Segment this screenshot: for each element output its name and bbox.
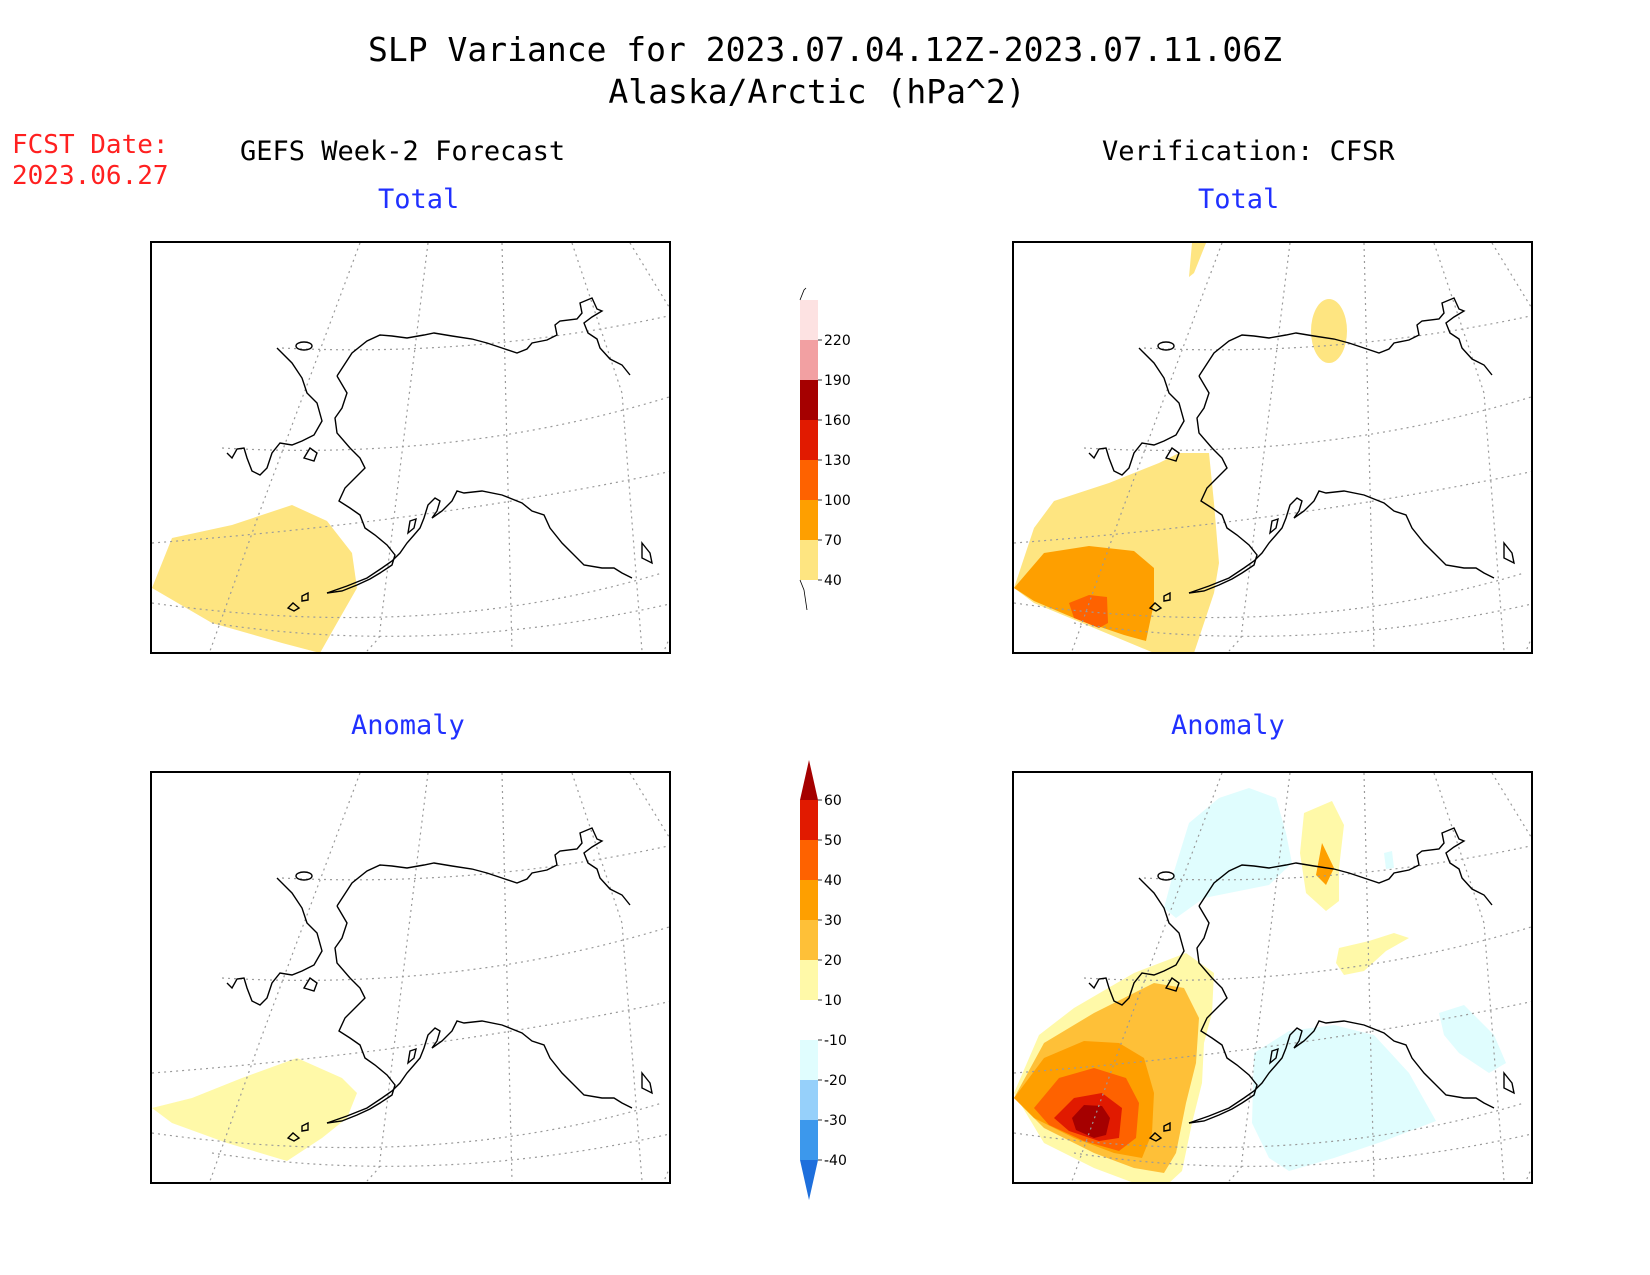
- colorbar-total-swatch-3: [800, 420, 818, 460]
- shade-30-40-arctic: [1316, 843, 1334, 885]
- colorbar-anomaly-label-9: 60: [824, 793, 842, 809]
- colorbar-anomaly-swatch-10: [800, 760, 818, 800]
- colorbar-total-swatch-6: [800, 300, 818, 340]
- colorbar-anomaly-swatch-1: [800, 1120, 818, 1160]
- colorbar-anomaly-swatch-9: [800, 800, 818, 840]
- colorbar-anomaly-label-2: -20: [824, 1073, 847, 1089]
- colorbar-anomaly: -40 -30 -20 -10 10 20 30 40 50 60: [800, 760, 847, 1200]
- shade-40-70: [152, 505, 357, 652]
- colorbar-anomaly-swatch-0: [800, 1160, 818, 1200]
- colorbar-total: 40 70 100 130 160 190 220: [799, 287, 851, 610]
- forecast-date-label: FCST Date:: [12, 130, 169, 160]
- colorbar-total-tail-high: [799, 287, 807, 301]
- colorbar-total-label-3: 130: [824, 453, 851, 469]
- left-column-header: GEFS Week-2 Forecast: [240, 136, 566, 167]
- colorbar-anomaly-label-4: 10: [824, 993, 842, 1009]
- colorbar-anomaly-swatch-7: [800, 880, 818, 920]
- top-left-subtitle: Total: [378, 184, 460, 215]
- colorbar-anomaly-label-5: 20: [824, 953, 842, 969]
- colorbar-anomaly-swatch-8: [800, 840, 818, 880]
- colorbar-total-tail-low: [799, 579, 808, 610]
- colorbar-anomaly-swatch-5: [800, 960, 818, 1000]
- shade-neg10-neg20-small: [1384, 851, 1394, 869]
- colorbar-total-label-6: 220: [824, 333, 851, 349]
- colorbar-anomaly-label-8: 50: [824, 833, 842, 849]
- bottom-left-subtitle: Anomaly: [351, 710, 465, 741]
- colorbar-anomaly-label-1: -30: [824, 1113, 847, 1129]
- colorbar-total-label-0: 40: [824, 573, 842, 589]
- colorbar-anomaly-swatch-2: [800, 1080, 818, 1120]
- colorbar-anomaly-swatch-4: [800, 1000, 818, 1040]
- colorbar-anomaly-swatch-3: [800, 1040, 818, 1080]
- shade-neg10-neg20-south: [1252, 1025, 1436, 1171]
- main-subtitle: Alaska/Arctic (hPa^2): [608, 72, 1026, 111]
- shade-10-20-mid: [1336, 933, 1409, 975]
- colorbar-anomaly-label-6: 30: [824, 913, 842, 929]
- colorbar-total-swatch-2: [800, 460, 818, 500]
- shade-neg10-neg20-east: [1439, 1005, 1506, 1073]
- shade-neg10-neg20-north: [1164, 788, 1292, 918]
- colorbar-total-label-2: 100: [824, 493, 851, 509]
- map-panel-forecast-anomaly: [150, 771, 671, 1184]
- colorbar-total-swatch-4: [800, 380, 818, 420]
- map-panel-verification-anomaly: [1012, 771, 1533, 1184]
- colorbar-anomaly-label-7: 40: [824, 873, 842, 889]
- shade-10-20: [152, 1058, 357, 1161]
- colorbar-total-swatch-5: [800, 340, 818, 380]
- map-panel-forecast-total: [150, 241, 671, 654]
- shade-40-70-arctic: [1311, 299, 1347, 363]
- colorbar-total-label-4: 160: [824, 413, 851, 429]
- top-right-subtitle: Total: [1198, 184, 1280, 215]
- colorbar-total-swatch-0: [800, 540, 818, 580]
- shade-40-70-north: [1189, 243, 1206, 277]
- colorbar-anomaly-label-3: -10: [824, 1033, 847, 1049]
- map-panel-verification-total: [1012, 241, 1533, 654]
- colorbar-anomaly-swatch-6: [800, 920, 818, 960]
- shade-100-130: [1069, 595, 1108, 628]
- colorbar-total-label-1: 70: [824, 533, 842, 549]
- right-column-header: Verification: CFSR: [1102, 136, 1395, 167]
- shade-gt60: [1072, 1105, 1110, 1138]
- bottom-right-subtitle: Anomaly: [1171, 710, 1285, 741]
- colorbar-anomaly-label-0: -40: [824, 1153, 847, 1169]
- main-title: SLP Variance for 2023.07.04.12Z-2023.07.…: [368, 30, 1282, 69]
- colorbar-total-label-5: 190: [824, 373, 851, 389]
- colorbar-total-swatch-1: [800, 500, 818, 540]
- forecast-date-value: 2023.06.27: [12, 161, 169, 191]
- shade-70-100: [1014, 546, 1154, 641]
